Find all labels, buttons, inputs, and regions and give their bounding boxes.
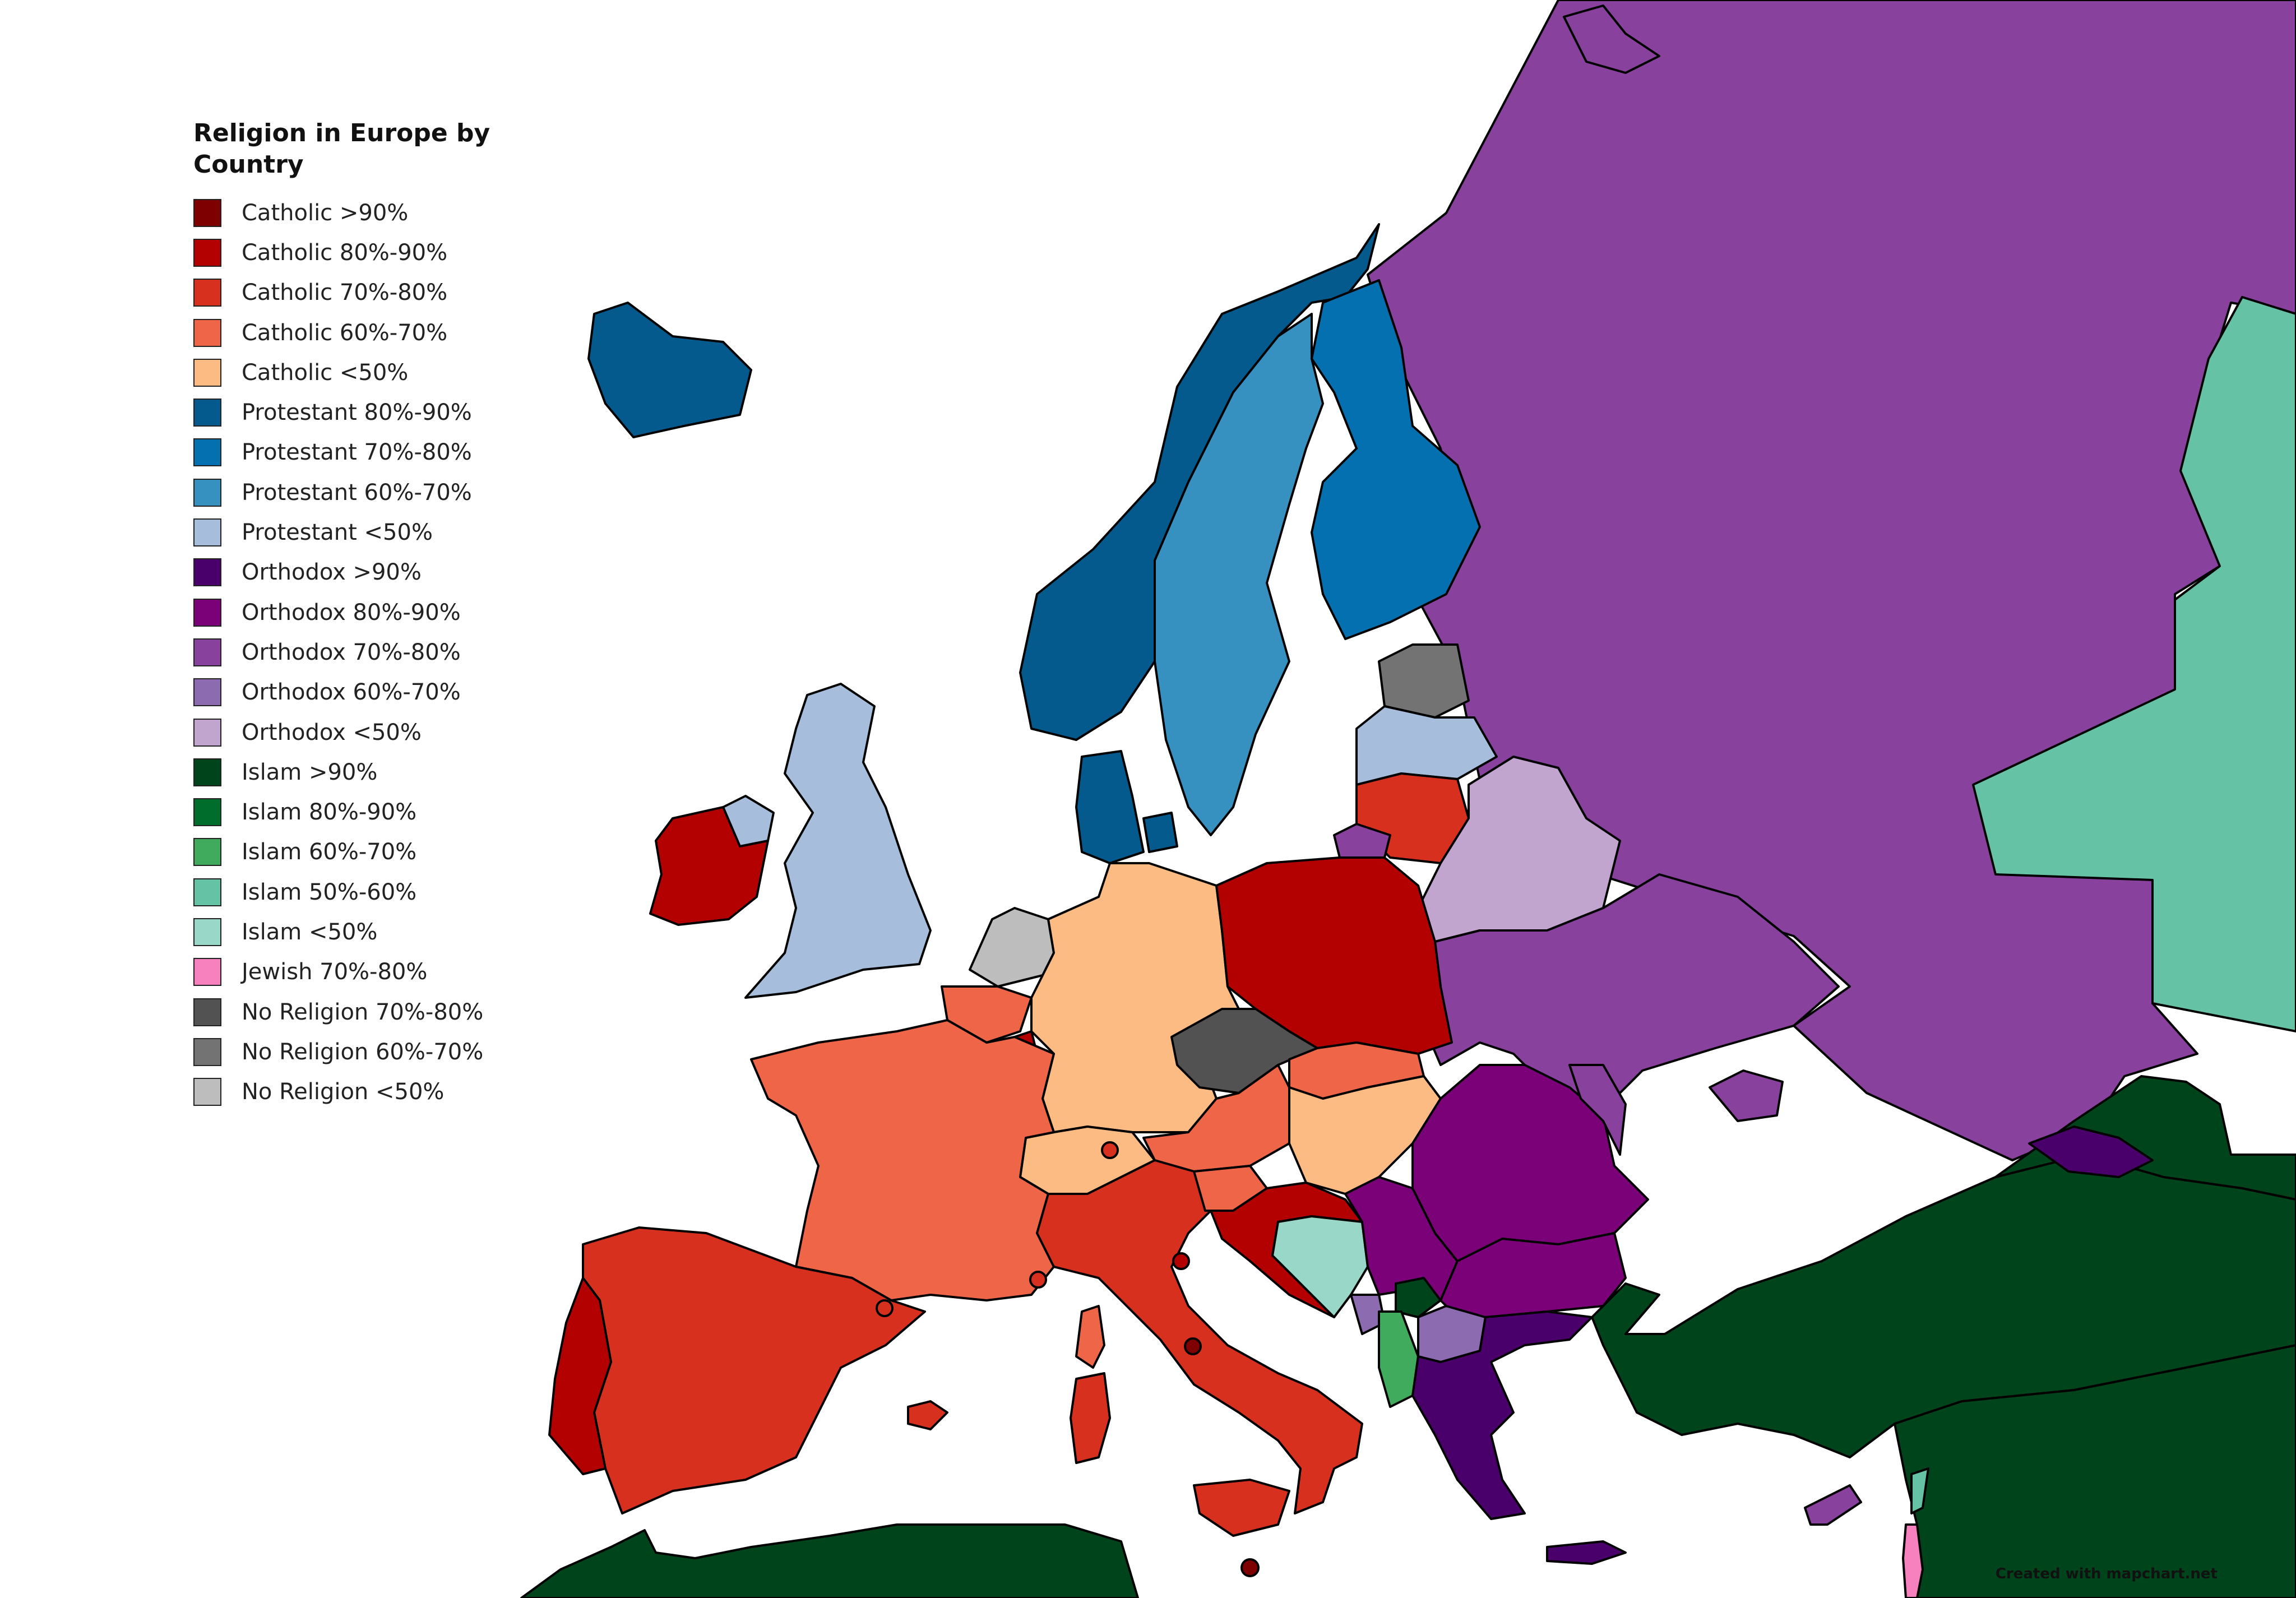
legend-item: Islam >90% [193,752,507,792]
legend-item: Protestant 80%-90% [193,392,507,432]
legend-item: Catholic 80%-90% [193,233,507,272]
legend-label: Catholic >90% [242,200,408,226]
region-cyprus [1805,1485,1861,1525]
legend-item: Catholic 60%-70% [193,313,507,353]
region-united-kingdom [746,684,931,998]
legend-swatch [193,518,221,546]
legend-swatch [193,838,221,866]
region-netherlands [970,908,1054,986]
legend-swatch [193,199,221,227]
legend-label: No Religion 60%-70% [242,1039,483,1065]
legend-label: Jewish 70%-80% [242,959,427,985]
region-denmark-islands [1144,813,1177,852]
legend-item: No Religion 70%-80% [193,992,507,1032]
legend-swatch [193,279,221,307]
region-sardinia [1071,1373,1110,1463]
legend-item: Islam 80%-90% [193,792,507,832]
legend-item: Islam 50%-60% [193,872,507,912]
legend-item: Protestant 60%-70% [193,473,507,512]
region-malta [1242,1559,1258,1576]
legend-label: Catholic 80%-90% [242,240,447,266]
legend-label: No Religion 70%-80% [242,999,483,1025]
region-france [751,1020,1054,1300]
legend-item: Orthodox <50% [193,712,507,752]
legend-item: Orthodox 80%-90% [193,592,507,632]
region-estonia [1379,645,1469,717]
legend-label: Orthodox <50% [242,720,422,745]
legend-label: Islam 80%-90% [242,799,416,825]
legend-label: Catholic 70%-80% [242,280,447,305]
legend-item: Catholic <50% [193,353,507,392]
legend-swatch [193,998,221,1026]
legend-swatch [193,878,221,906]
legend-swatch [193,758,221,786]
legend-swatch [193,479,221,507]
legend-swatch [193,319,221,347]
legend-swatch [193,958,221,986]
region-monaco [1030,1272,1046,1287]
legend-label: Protestant <50% [242,520,433,545]
region-latvia [1357,706,1497,785]
region-andorra [877,1300,892,1316]
legend-swatch [193,1038,221,1066]
legend-swatch [193,678,221,706]
legend-label: Protestant 70%-80% [242,439,472,465]
legend-label: Orthodox 60%-70% [242,679,461,705]
legend-label: No Religion <50% [242,1079,444,1105]
legend-item: Protestant <50% [193,512,507,552]
legend-label: Protestant 60%-70% [242,480,472,506]
legend-swatch [193,638,221,666]
legend-label: Protestant 80%-90% [242,400,472,425]
legend-label: Islam 50%-60% [242,879,416,905]
region-sicily [1194,1480,1289,1536]
legend-label: Islam <50% [242,919,377,945]
legend-item: Orthodox >90% [193,553,507,592]
legend-item: Orthodox 60%-70% [193,673,507,712]
legend-swatch [193,798,221,826]
legend-item: Protestant 70%-80% [193,433,507,473]
legend-item: Orthodox 70%-80% [193,632,507,672]
legend-swatch [193,399,221,427]
legend-label: Orthodox >90% [242,559,422,585]
legend-swatch [193,918,221,946]
region-north-africa [521,1525,1138,1598]
legend-swatch [193,558,221,586]
legend-swatch [193,438,221,466]
legend-label: Islam 60%-70% [242,839,416,865]
region-san-marino [1173,1253,1189,1269]
legend-label: Islam >90% [242,759,377,785]
region-germany [1031,863,1244,1132]
region-denmark [1076,751,1144,863]
legend-swatch [193,359,221,387]
region-crete [1547,1541,1626,1564]
legend-item: Islam <50% [193,912,507,952]
legend-swatch [193,719,221,747]
region-balearic-islands [908,1401,947,1429]
legend-item: Jewish 70%-80% [193,952,507,992]
legend-item: No Religion 60%-70% [193,1032,507,1072]
legend-item: No Religion <50% [193,1072,507,1112]
region-vatican [1185,1338,1201,1354]
legend-label: Orthodox 70%-80% [242,640,461,665]
region-liechtenstein [1102,1142,1118,1158]
legend-label: Catholic <50% [242,360,408,386]
legend-swatch [193,599,221,627]
legend-label: Orthodox 80%-90% [242,600,461,626]
region-crimea [1710,1071,1783,1121]
legend-item: Catholic >90% [193,193,507,233]
legend-swatch [193,239,221,267]
region-corsica [1076,1306,1104,1368]
region-portugal [549,1278,611,1474]
legend-item: Catholic 70%-80% [193,273,507,313]
legend-item: Islam 60%-70% [193,832,507,872]
legend-items: Catholic >90% Catholic 80%-90% Catholic 70… [193,193,507,1112]
legend-swatch [193,1078,221,1106]
credit-text: Created with mapchart.net [1996,1565,2218,1582]
legend-title: Religion in Europe by Country [193,118,507,180]
region-iceland [589,303,751,437]
legend: Religion in Europe by Country Catholic >… [193,118,507,1112]
legend-label: Catholic 60%-70% [242,320,447,346]
